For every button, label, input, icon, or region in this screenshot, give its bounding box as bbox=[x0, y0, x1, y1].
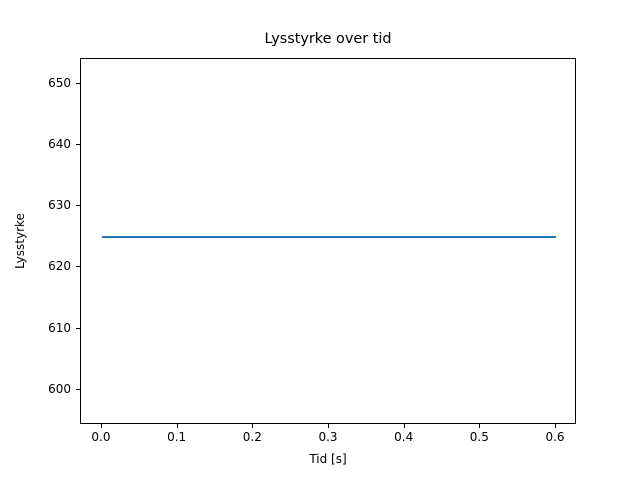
y-tick-mark bbox=[76, 205, 80, 207]
x-tick-mark bbox=[555, 424, 557, 428]
data-line-segment bbox=[329, 235, 405, 238]
x-tick-mark bbox=[479, 424, 481, 428]
y-tick-label: 630 bbox=[48, 198, 71, 213]
x-tick-mark bbox=[252, 424, 254, 428]
data-line-segment bbox=[101, 235, 178, 238]
x-tick-mark bbox=[403, 424, 405, 428]
x-axis-label: Tid [s] bbox=[309, 452, 347, 466]
x-tick-mark bbox=[176, 424, 178, 428]
y-axis-ticks: 600 610 620 630 640 650 bbox=[0, 0, 80, 480]
x-tick-label: 0.1 bbox=[167, 430, 187, 444]
y-tick-label: 650 bbox=[48, 75, 71, 90]
data-line-segment bbox=[253, 235, 329, 238]
x-tick-label: 0.4 bbox=[394, 430, 414, 444]
y-tick-label: 600 bbox=[48, 382, 71, 397]
chart-title: Lysstyrke over tid bbox=[264, 31, 392, 47]
plot-axes-frame bbox=[80, 58, 576, 424]
x-tick-label: 0.0 bbox=[91, 430, 111, 444]
x-tick-label: 0.5 bbox=[469, 430, 489, 444]
y-tick-label: 640 bbox=[48, 136, 71, 151]
y-tick-label: 610 bbox=[48, 320, 71, 335]
data-line-segment bbox=[404, 235, 481, 238]
x-tick-label: 0.6 bbox=[545, 430, 565, 444]
y-tick-mark bbox=[76, 82, 80, 84]
x-tick-label: 0.2 bbox=[242, 430, 262, 444]
y-tick-mark bbox=[76, 266, 80, 268]
y-tick-mark bbox=[76, 389, 80, 391]
y-axis-label: Lysstyrke bbox=[13, 213, 27, 269]
data-line-segment bbox=[480, 235, 557, 238]
data-line-segment bbox=[177, 235, 254, 238]
y-tick-mark bbox=[76, 327, 80, 329]
x-tick-label: 0.3 bbox=[318, 430, 338, 444]
y-tick-label: 620 bbox=[48, 259, 71, 274]
x-tick-mark bbox=[328, 424, 329, 428]
y-tick-mark bbox=[76, 143, 80, 145]
x-tick-mark bbox=[100, 424, 102, 428]
plot-data-area bbox=[81, 59, 575, 423]
